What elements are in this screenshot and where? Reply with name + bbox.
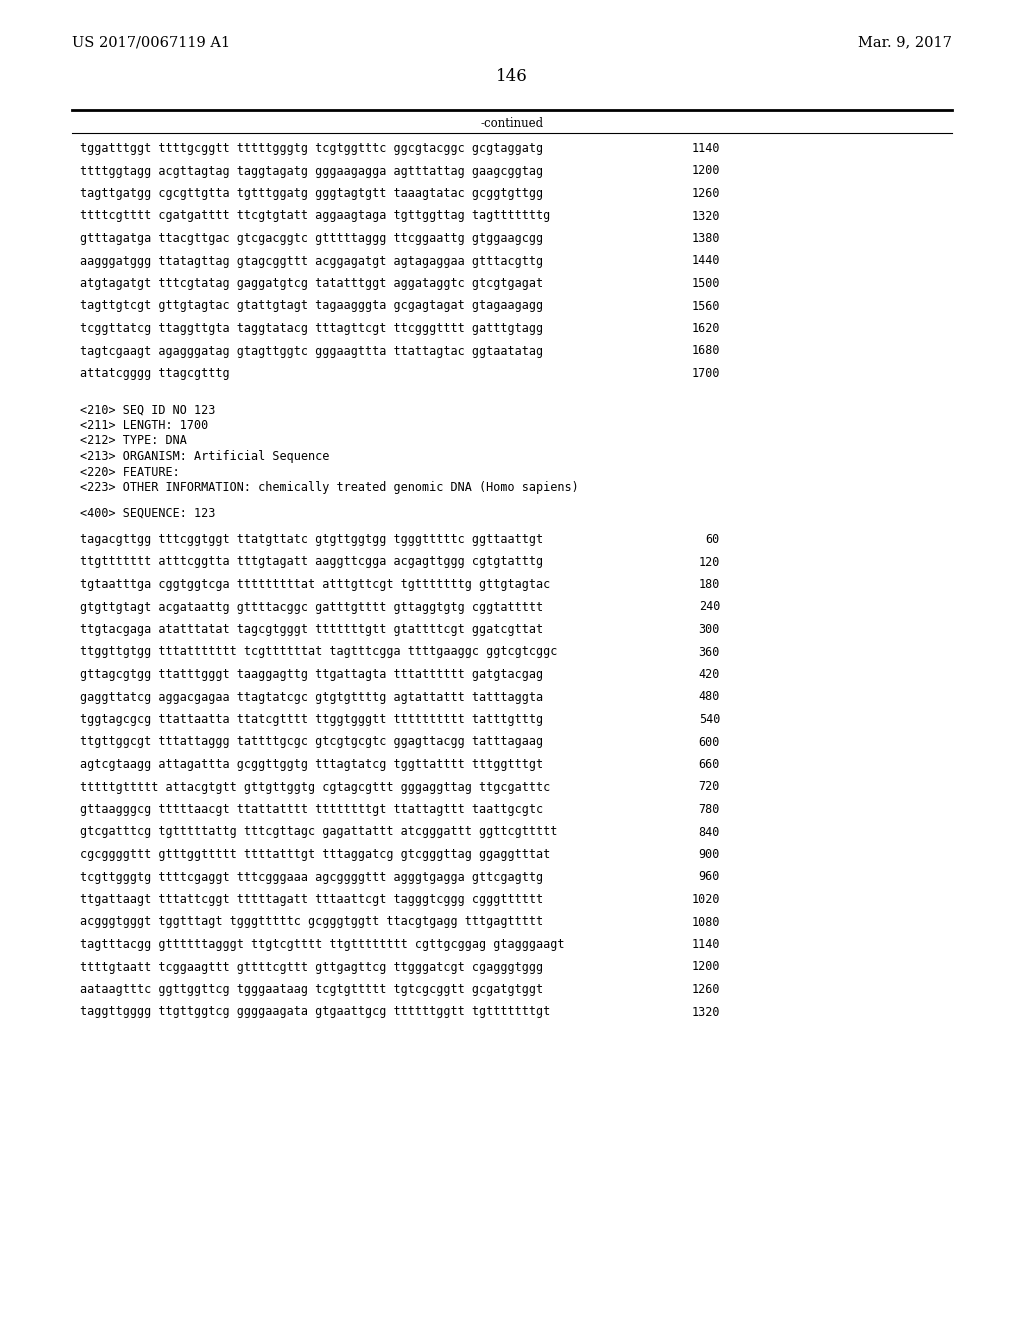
Text: 960: 960 [698, 870, 720, 883]
Text: atgtagatgt tttcgtatag gaggatgtcg tatatttggt aggataggtc gtcgtgagat: atgtagatgt tttcgtatag gaggatgtcg tatattt… [80, 277, 543, 290]
Text: attatcgggg ttagcgtttg: attatcgggg ttagcgtttg [80, 367, 229, 380]
Text: tggatttggt ttttgcggtt tttttgggtg tcgtggtttc ggcgtacggc gcgtaggatg: tggatttggt ttttgcggtt tttttgggtg tcgtggt… [80, 143, 543, 154]
Text: 1440: 1440 [691, 255, 720, 268]
Text: gttaagggcg tttttaacgt ttattatttt ttttttttgt ttattagttt taattgcgtc: gttaagggcg tttttaacgt ttattatttt ttttttt… [80, 803, 543, 816]
Text: 240: 240 [698, 601, 720, 614]
Text: gtcgatttcg tgtttttattg tttcgttagc gagattattt atcgggattt ggttcgttttt: gtcgatttcg tgtttttattg tttcgttagc gagatt… [80, 825, 557, 838]
Text: <210> SEQ ID NO 123: <210> SEQ ID NO 123 [80, 404, 215, 417]
Text: agtcgtaagg attagattta gcggttggtg tttagtatcg tggttatttt tttggtttgt: agtcgtaagg attagattta gcggttggtg tttagta… [80, 758, 543, 771]
Text: tagttgtcgt gttgtagtac gtattgtagt tagaagggta gcgagtagat gtagaagagg: tagttgtcgt gttgtagtac gtattgtagt tagaagg… [80, 300, 543, 313]
Text: 780: 780 [698, 803, 720, 816]
Text: 120: 120 [698, 556, 720, 569]
Text: taggttgggg ttgttggtcg ggggaagata gtgaattgcg ttttttggtt tgtttttttgt: taggttgggg ttgttggtcg ggggaagata gtgaatt… [80, 1006, 550, 1019]
Text: 180: 180 [698, 578, 720, 591]
Text: 60: 60 [706, 533, 720, 546]
Text: 480: 480 [698, 690, 720, 704]
Text: -continued: -continued [480, 117, 544, 129]
Text: 1200: 1200 [691, 961, 720, 974]
Text: 1620: 1620 [691, 322, 720, 335]
Text: ttttcgtttt cgatgatttt ttcgtgtatt aggaagtaga tgttggttag tagtttttttg: ttttcgtttt cgatgatttt ttcgtgtatt aggaagt… [80, 210, 550, 223]
Text: 300: 300 [698, 623, 720, 636]
Text: 1680: 1680 [691, 345, 720, 358]
Text: ttttgtaatt tcggaagttt gttttcgttt gttgagttcg ttgggatcgt cgagggtggg: ttttgtaatt tcggaagttt gttttcgttt gttgagt… [80, 961, 543, 974]
Text: ttggttgtgg tttattttttt tcgttttttat tagtttcgga ttttgaaggc ggtcgtcggc: ttggttgtgg tttattttttt tcgttttttat tagtt… [80, 645, 557, 659]
Text: 660: 660 [698, 758, 720, 771]
Text: tttttgttttt attacgtgtt gttgttggtg cgtagcgttt gggaggttag ttgcgatttc: tttttgttttt attacgtgtt gttgttggtg cgtagc… [80, 780, 550, 793]
Text: gaggttatcg aggacgagaa ttagtatcgc gtgtgttttg agtattattt tatttaggta: gaggttatcg aggacgagaa ttagtatcgc gtgtgtt… [80, 690, 543, 704]
Text: <213> ORGANISM: Artificial Sequence: <213> ORGANISM: Artificial Sequence [80, 450, 330, 463]
Text: 1320: 1320 [691, 210, 720, 223]
Text: tcggttatcg ttaggttgta taggtatacg tttagttcgt ttcgggtttt gatttgtagg: tcggttatcg ttaggttgta taggtatacg tttagtt… [80, 322, 543, 335]
Text: tggtagcgcg ttattaatta ttatcgtttt ttggtgggtt tttttttttt tatttgtttg: tggtagcgcg ttattaatta ttatcgtttt ttggtgg… [80, 713, 543, 726]
Text: 840: 840 [698, 825, 720, 838]
Text: tagacgttgg tttcggtggt ttatgttatc gtgttggtgg tgggtttttc ggttaattgt: tagacgttgg tttcggtggt ttatgttatc gtgttgg… [80, 533, 543, 546]
Text: tagtcgaagt agagggatag gtagttggtc gggaagttta ttattagtac ggtaatatag: tagtcgaagt agagggatag gtagttggtc gggaagt… [80, 345, 543, 358]
Text: ttgttttttt atttcggtta tttgtagatt aaggttcgga acgagttggg cgtgtatttg: ttgttttttt atttcggtta tttgtagatt aaggttc… [80, 556, 543, 569]
Text: 1700: 1700 [691, 367, 720, 380]
Text: 146: 146 [496, 69, 528, 84]
Text: 360: 360 [698, 645, 720, 659]
Text: 1500: 1500 [691, 277, 720, 290]
Text: <212> TYPE: DNA: <212> TYPE: DNA [80, 434, 186, 447]
Text: tcgttgggtg ttttcgaggt tttcgggaaa agcggggttt agggtgagga gttcgagttg: tcgttgggtg ttttcgaggt tttcgggaaa agcgggg… [80, 870, 543, 883]
Text: ttgtacgaga atatttatat tagcgtgggt tttttttgtt gtattttcgt ggatcgttat: ttgtacgaga atatttatat tagcgtgggt ttttttt… [80, 623, 543, 636]
Text: gtgttgtagt acgataattg gttttacggc gatttgtttt gttaggtgtg cggtattttt: gtgttgtagt acgataattg gttttacggc gatttgt… [80, 601, 543, 614]
Text: 1140: 1140 [691, 143, 720, 154]
Text: tgtaatttga cggtggtcga tttttttttat atttgttcgt tgtttttttg gttgtagtac: tgtaatttga cggtggtcga tttttttttat atttgt… [80, 578, 550, 591]
Text: ttgattaagt tttattcggt tttttagatt tttaattcgt tagggtcggg cgggtttttt: ttgattaagt tttattcggt tttttagatt tttaatt… [80, 894, 543, 906]
Text: gtttagatga ttacgttgac gtcgacggtc gtttttaggg ttcggaattg gtggaagcgg: gtttagatga ttacgttgac gtcgacggtc gttttta… [80, 232, 543, 246]
Text: gttagcgtgg ttatttgggt taaggagttg ttgattagta tttatttttt gatgtacgag: gttagcgtgg ttatttgggt taaggagttg ttgatta… [80, 668, 543, 681]
Text: 900: 900 [698, 847, 720, 861]
Text: <223> OTHER INFORMATION: chemically treated genomic DNA (Homo sapiens): <223> OTHER INFORMATION: chemically trea… [80, 480, 579, 494]
Text: ttgttggcgt tttattaggg tattttgcgc gtcgtgcgtc ggagttacgg tatttagaag: ttgttggcgt tttattaggg tattttgcgc gtcgtgc… [80, 735, 543, 748]
Text: 1020: 1020 [691, 894, 720, 906]
Text: Mar. 9, 2017: Mar. 9, 2017 [858, 36, 952, 49]
Text: 540: 540 [698, 713, 720, 726]
Text: aagggatggg ttatagttag gtagcggttt acggagatgt agtagaggaa gtttacgttg: aagggatggg ttatagttag gtagcggttt acggaga… [80, 255, 543, 268]
Text: acgggtgggt tggtttagt tgggtttttc gcgggtggtt ttacgtgagg tttgagttttt: acgggtgggt tggtttagt tgggtttttc gcgggtgg… [80, 916, 543, 928]
Text: <211> LENGTH: 1700: <211> LENGTH: 1700 [80, 418, 208, 432]
Text: 720: 720 [698, 780, 720, 793]
Text: 1560: 1560 [691, 300, 720, 313]
Text: aataagtttc ggttggttcg tgggaataag tcgtgttttt tgtcgcggtt gcgatgtggt: aataagtttc ggttggttcg tgggaataag tcgtgtt… [80, 983, 543, 997]
Text: US 2017/0067119 A1: US 2017/0067119 A1 [72, 36, 230, 49]
Text: tagttgatgg cgcgttgtta tgtttggatg gggtagtgtt taaagtatac gcggtgttgg: tagttgatgg cgcgttgtta tgtttggatg gggtagt… [80, 187, 543, 201]
Text: ttttggtagg acgttagtag taggtagatg gggaagagga agtttattag gaagcggtag: ttttggtagg acgttagtag taggtagatg gggaaga… [80, 165, 543, 177]
Text: 1260: 1260 [691, 187, 720, 201]
Text: <220> FEATURE:: <220> FEATURE: [80, 466, 180, 479]
Text: 1200: 1200 [691, 165, 720, 177]
Text: 1320: 1320 [691, 1006, 720, 1019]
Text: <400> SEQUENCE: 123: <400> SEQUENCE: 123 [80, 507, 215, 520]
Text: 1140: 1140 [691, 939, 720, 950]
Text: 1380: 1380 [691, 232, 720, 246]
Text: 600: 600 [698, 735, 720, 748]
Text: 1080: 1080 [691, 916, 720, 928]
Text: 420: 420 [698, 668, 720, 681]
Text: tagtttacgg gttttttagggt ttgtcgtttt ttgtttttttt cgttgcggag gtagggaagt: tagtttacgg gttttttagggt ttgtcgtttt ttgtt… [80, 939, 564, 950]
Text: cgcggggttt gtttggttttt ttttatttgt tttaggatcg gtcgggttag ggaggtttat: cgcggggttt gtttggttttt ttttatttgt tttagg… [80, 847, 550, 861]
Text: 1260: 1260 [691, 983, 720, 997]
